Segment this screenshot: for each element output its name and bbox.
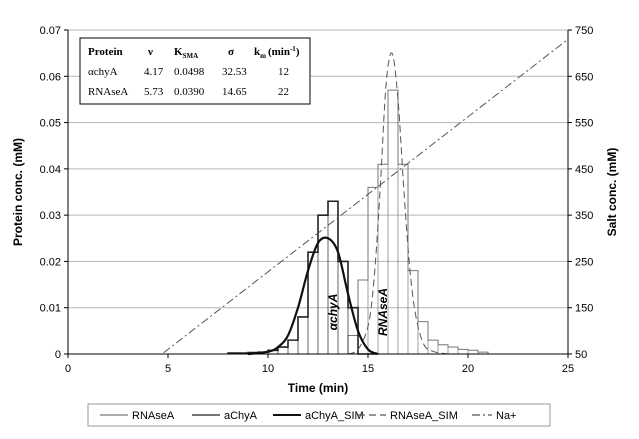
annotation-rnasea: RNAseA: [376, 288, 390, 336]
series-rnasea-sim-line: [347, 52, 449, 355]
table-row-2-nu: 5.73: [144, 86, 164, 98]
table-header-protein: Protein: [88, 46, 123, 58]
parameter-table-border: [79, 37, 311, 105]
y2-tick-label: 250: [575, 256, 593, 268]
y-tick-label: 0.04: [40, 164, 61, 176]
table-row-1-nu: 4.17: [144, 66, 164, 78]
legend-label-achya-sim: aChyA_SIM: [305, 410, 364, 422]
x-tick-label: 25: [562, 363, 574, 375]
y-tick-label: 0.06: [40, 71, 61, 83]
x-tick-label: 20: [462, 363, 474, 375]
table-row-1-protein: αchyA: [88, 66, 118, 78]
series-rnasea-line: [347, 89, 498, 355]
table-header-km: km (min-1): [254, 45, 300, 60]
y2-tick-label: 650: [575, 71, 593, 83]
legend-label-rnasea-sim: RNAseA_SIM: [390, 410, 458, 422]
y2-tick-label: 750: [575, 25, 593, 37]
table-row-1-km: 12: [278, 66, 289, 78]
table-row-1-ksma: 0.0498: [174, 66, 205, 78]
y-tick-label: 0.03: [40, 210, 61, 222]
x-tick-label: 10: [262, 363, 274, 375]
series-achya-sim-line: [247, 236, 379, 356]
gridlines: [68, 29, 568, 309]
y-tick-label: 0.05: [40, 118, 61, 130]
legend-label-rnasea: RNAseA: [132, 410, 175, 422]
legend-items: RNAseA aChyA aChyA_SIM RNAseA_SIM Na+: [100, 410, 517, 422]
table-header-sigma: σ: [228, 46, 234, 58]
legend-label-na-: Na+: [496, 410, 517, 422]
x-axis-title: Time (min): [288, 381, 348, 395]
tick-labels: 00.010.020.030.040.050.060.0750150250350…: [40, 25, 594, 375]
table-row-2-ksma: 0.0390: [174, 86, 205, 98]
parameter-table: Protein ν KSMA σ km (min-1) αchyA 4.17 0.…: [79, 37, 311, 105]
table-header-nu: ν: [147, 46, 153, 58]
table-row-2-protein: RNAseA: [88, 86, 128, 98]
table-row-1-sigma: 32.53: [222, 66, 247, 78]
x-tick-label: 0: [65, 363, 71, 375]
y2-tick-label: 550: [575, 118, 593, 130]
y-axis-title: Protein conc. (mM): [11, 138, 25, 246]
y-tick-label: 0.07: [40, 25, 61, 37]
table-header-ksma: KSMA: [174, 46, 198, 60]
legend-label-achya: aChyA: [224, 410, 258, 422]
table-row-2-km: 22: [278, 86, 289, 98]
y2-tick-label: 150: [575, 303, 593, 315]
legend-border: [87, 403, 551, 427]
series-na--line: [68, 38, 569, 355]
axes: [67, 30, 569, 355]
legend: RNAseA aChyA aChyA_SIM RNAseA_SIM Na+: [87, 403, 551, 427]
y2-tick-label: 350: [575, 210, 593, 222]
x-tick-label: 5: [165, 363, 171, 375]
y-tick-label: 0.01: [40, 303, 61, 315]
y-tick-label: 0.02: [40, 256, 61, 268]
y2-tick-label: 450: [575, 164, 593, 176]
series-layer: [68, 38, 569, 356]
annotation-achya: αchyA: [326, 294, 340, 331]
x-tick-label: 15: [362, 363, 374, 375]
table-row-2-sigma: 14.65: [222, 86, 247, 98]
y2-tick-label: 50: [575, 349, 587, 361]
y-tick-label: 0: [55, 349, 61, 361]
y2-axis-title: Salt conc. (mM): [605, 148, 619, 237]
